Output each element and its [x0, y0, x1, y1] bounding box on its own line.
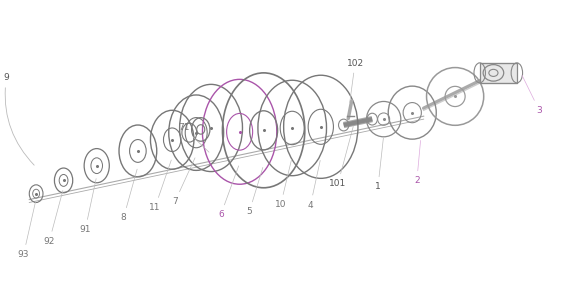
Text: 9: 9 [3, 73, 34, 165]
FancyBboxPatch shape [480, 63, 517, 83]
Text: 8: 8 [121, 169, 137, 222]
Text: 1: 1 [375, 138, 383, 191]
Text: 7: 7 [172, 158, 195, 206]
Text: 71: 71 [178, 123, 209, 152]
Text: 5: 5 [246, 168, 263, 216]
Text: 92: 92 [44, 191, 63, 246]
Text: 6: 6 [218, 166, 239, 219]
Text: 102: 102 [347, 59, 364, 102]
Text: 3: 3 [522, 75, 542, 115]
Text: 10: 10 [275, 159, 292, 209]
Text: 91: 91 [80, 179, 96, 234]
Text: 101: 101 [329, 126, 353, 188]
Text: 93: 93 [18, 202, 36, 259]
Text: 4: 4 [308, 160, 320, 210]
Text: 2: 2 [414, 141, 421, 185]
Text: 11: 11 [150, 160, 171, 212]
